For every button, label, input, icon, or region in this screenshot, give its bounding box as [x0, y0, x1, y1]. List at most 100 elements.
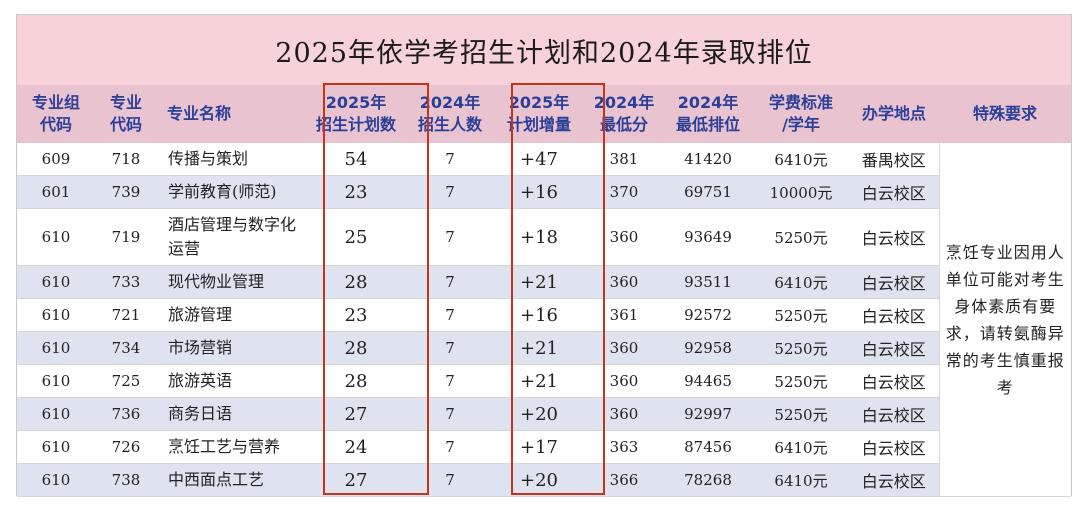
- cell-tuition: 6410元: [753, 430, 849, 464]
- table-row: 601 739 学前教育(师范) 23 7 +16 370 69751 10000元 白云校区: [17, 175, 1071, 209]
- cell-min-rank: 78268: [663, 463, 753, 497]
- table-row: 610 736 商务日语 27 7 +20 360 92997 5250元 白云校区: [17, 397, 1071, 431]
- cell-campus: 白云校区: [849, 208, 939, 266]
- admission-table-frame: 2025年依学考招生计划和2024年录取排位 专业组 代码 专业 代码 专业名称 2…: [16, 14, 1072, 497]
- cell-group: 610: [17, 298, 95, 332]
- cell-campus: 白云校区: [849, 397, 939, 431]
- table-row: 609 718 传播与策划 54 7 +47 381 41420 6410元 番禺校区 烹饪专业因用…: [17, 143, 1071, 497]
- cell-name: 旅游管理: [157, 298, 305, 332]
- cell-increase: +21: [493, 364, 585, 398]
- cell-min-rank: 92958: [663, 331, 753, 365]
- cell-campus: 白云校区: [849, 298, 939, 332]
- table-row: 610 725 旅游英语 28 7 +21 360 94465 5250元 白云校区: [17, 364, 1071, 398]
- cell-code: 721: [95, 298, 157, 332]
- cell-campus: 白云校区: [849, 463, 939, 497]
- cell-min-rank: 92572: [663, 298, 753, 332]
- cell-increase: +16: [493, 298, 585, 332]
- cell-campus: 白云校区: [849, 265, 939, 299]
- cell-plan2025: 54: [305, 143, 407, 176]
- cell-code: 718: [95, 143, 157, 176]
- cell-min-score: 360: [585, 208, 663, 266]
- cell-group: 610: [17, 430, 95, 464]
- cell-plan2025: 28: [305, 331, 407, 365]
- cell-increase: +16: [493, 175, 585, 209]
- cell-name: 商务日语: [157, 397, 305, 431]
- cell-code: 725: [95, 364, 157, 398]
- cell-name: 烹饪工艺与营养: [157, 430, 305, 464]
- header-min-rank-2024: 2024年 最低排位: [663, 85, 753, 143]
- cell-code: 738: [95, 463, 157, 497]
- cell-code: 739: [95, 175, 157, 209]
- cell-plan2025: 28: [305, 265, 407, 299]
- cell-min-score: 361: [585, 298, 663, 332]
- cell-min-score: 366: [585, 463, 663, 497]
- cell-name: 传播与策划: [157, 143, 305, 176]
- cell-tuition: 10000元: [753, 175, 849, 209]
- cell-code: 719: [95, 208, 157, 266]
- table-row: 610 719 酒店管理与数字化运营 25 7 +18 360 93649 5250元 白云校区: [17, 208, 1071, 266]
- cell-code: 734: [95, 331, 157, 365]
- cell-group: 610: [17, 397, 95, 431]
- cell-min-score: 370: [585, 175, 663, 209]
- header-min-score-2024: 2024年 最低分: [585, 85, 663, 143]
- cell-increase: +20: [493, 397, 585, 431]
- cell-campus: 番禺校区: [849, 143, 939, 176]
- cell-campus: 白云校区: [849, 364, 939, 398]
- cell-min-score: 360: [585, 397, 663, 431]
- cell-min-rank: 93511: [663, 265, 753, 299]
- cell-name: 现代物业管理: [157, 265, 305, 299]
- cell-min-score: 360: [585, 364, 663, 398]
- cell-campus: 白云校区: [849, 175, 939, 209]
- cell-plan2025: 24: [305, 430, 407, 464]
- cell-group: 609: [17, 143, 95, 176]
- header-increase-2025: 2025年 计划增量: [493, 85, 585, 143]
- cell-increase: +21: [493, 265, 585, 299]
- cell-min-rank: 92997: [663, 397, 753, 431]
- cell-group: 610: [17, 331, 95, 365]
- cell-name: 学前教育(师范): [157, 175, 305, 209]
- cell-code: 726: [95, 430, 157, 464]
- cell-campus: 白云校区: [849, 430, 939, 464]
- admission-table: 专业组 代码 专业 代码 专业名称 2025年 招生计划数 2024年 招生人数 202…: [17, 85, 1071, 497]
- cell-plan2025: 23: [305, 175, 407, 209]
- cell-tuition: 6410元: [753, 463, 849, 497]
- special-requirement-note: 烹饪专业因用人单位可能对考生身体素质有要求，请转氨酶异常的考生慎重报考: [938, 143, 1071, 497]
- table-row: 610 733 现代物业管理 28 7 +21 360 93511 6410元 白云校区: [17, 265, 1071, 299]
- cell-plan2025: 25: [305, 208, 407, 266]
- cell-tuition: 5250元: [753, 397, 849, 431]
- cell-enroll2024: 7: [407, 208, 493, 266]
- header-special: 特殊要求: [939, 85, 1071, 143]
- cell-increase: +17: [493, 430, 585, 464]
- cell-increase: +20: [493, 463, 585, 497]
- cell-enroll2024: 7: [407, 364, 493, 398]
- cell-enroll2024: 7: [407, 175, 493, 209]
- table-row: 610 726 烹饪工艺与营养 24 7 +17 363 87456 6410元 白云校区: [17, 430, 1071, 464]
- header-campus: 办学地点: [849, 85, 939, 143]
- cell-code: 733: [95, 265, 157, 299]
- cell-group: 610: [17, 364, 95, 398]
- cell-min-rank: 41420: [663, 143, 753, 176]
- cell-increase: +47: [493, 143, 585, 176]
- table-body: 609 718 传播与策划 54 7 +47 381 41420 6410元 番禺校区 烹饪专业因用…: [17, 143, 1071, 497]
- cell-tuition: 6410元: [753, 143, 849, 176]
- cell-name: 酒店管理与数字化运营: [157, 208, 305, 266]
- header-row: 专业组 代码 专业 代码 专业名称 2025年 招生计划数 2024年 招生人数 202…: [17, 85, 1071, 143]
- header-plan-2025: 2025年 招生计划数: [305, 85, 407, 143]
- cell-enroll2024: 7: [407, 430, 493, 464]
- cell-campus: 白云校区: [849, 331, 939, 365]
- cell-tuition: 5250元: [753, 364, 849, 398]
- cell-min-rank: 87456: [663, 430, 753, 464]
- cell-group: 601: [17, 175, 95, 209]
- cell-tuition: 6410元: [753, 265, 849, 299]
- cell-min-rank: 69751: [663, 175, 753, 209]
- cell-name: 中西面点工艺: [157, 463, 305, 497]
- cell-group: 610: [17, 463, 95, 497]
- cell-enroll2024: 7: [407, 298, 493, 332]
- header-group-code: 专业组 代码: [17, 85, 95, 143]
- cell-enroll2024: 7: [407, 331, 493, 365]
- cell-min-score: 360: [585, 265, 663, 299]
- header-tuition: 学费标准/学年: [753, 85, 849, 143]
- cell-plan2025: 27: [305, 397, 407, 431]
- cell-min-rank: 94465: [663, 364, 753, 398]
- header-enroll-2024: 2024年 招生人数: [407, 85, 493, 143]
